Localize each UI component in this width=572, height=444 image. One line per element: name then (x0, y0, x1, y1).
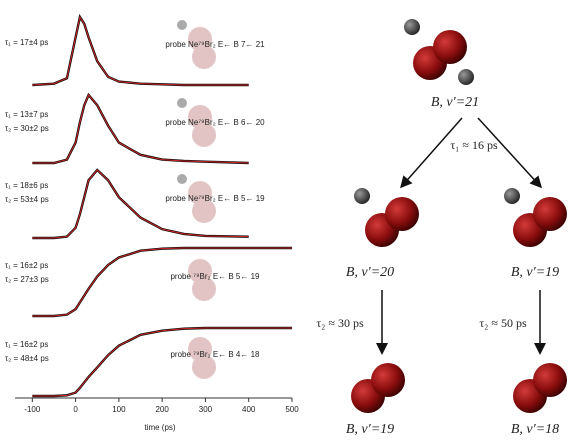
arrow (477, 117, 543, 189)
fit-label: τ₂ = 27±3 ps (5, 275, 49, 284)
neon-atom (504, 188, 520, 204)
arrow (400, 117, 463, 189)
fit-label: τ₂ = 30±2 ps (5, 124, 49, 133)
fit-label: τ₁ = 18±6 ps (5, 181, 48, 190)
data-trace (32, 92, 249, 165)
atom (533, 363, 567, 397)
probe-label: probe Ne⁷⁹Br₂ E← B 6← 20 (165, 118, 265, 127)
state-label: B, v′=21 (431, 95, 479, 110)
state-label: B, v′=19 (511, 265, 559, 280)
fit-curve (32, 15, 249, 86)
fit-label: τ₁ = 16±2 ps (5, 261, 48, 270)
probe-label: probe Ne⁷⁹Br₂ E← B 5← 19 (165, 194, 265, 203)
fit-label: τ₁ = 16±2 ps (5, 340, 48, 349)
data-trace (32, 168, 249, 240)
probe-ne (177, 20, 187, 30)
data-trace (32, 13, 249, 87)
fit-label: τ₁ = 17±4 ps (5, 38, 48, 47)
fit-label: τ₁ = 13±7 ps (5, 110, 48, 119)
probe-bubble (192, 355, 216, 379)
probe-label: probe ⁷⁹Br₂ E← B 4← 18 (170, 350, 260, 359)
x-tick-label: -100 (24, 405, 41, 414)
probe-bubble (192, 45, 216, 69)
atom (385, 197, 419, 231)
atom (533, 197, 567, 231)
probe-bubble (188, 27, 212, 51)
atom (371, 363, 405, 397)
state-label: B, v′=18 (511, 422, 559, 437)
fit-curve (32, 327, 292, 397)
fit-label: τ₂ = 53±4 ps (5, 195, 49, 204)
x-axis-label: time (ps) (144, 423, 175, 432)
data-trace (32, 326, 292, 398)
neon-atom (354, 188, 370, 204)
probe-ne (177, 98, 187, 108)
fit-curve (32, 94, 249, 164)
fit-curve (32, 169, 249, 239)
tau-label: τ₂ ≈ 30 ps (316, 316, 364, 330)
state-label: B, v′=20 (346, 265, 394, 280)
fit-label: τ₂ = 48±4 ps (5, 354, 49, 363)
probe-bubble (188, 259, 212, 283)
x-tick-label: 300 (199, 405, 213, 414)
tau-label: τ₁ ≈ 16 ps (450, 138, 498, 152)
probe-bubble (192, 199, 216, 223)
diagram: B, v′=21 τ₁ ≈ 16 ps B, v′=20 B, v′=19 τ₂… (316, 95, 559, 437)
neon-atom (458, 69, 474, 85)
x-tick-label: 200 (155, 405, 169, 414)
tau-label: τ₂ ≈ 50 ps (479, 316, 527, 330)
state-label: B, v′=19 (346, 422, 394, 437)
atom (433, 30, 467, 64)
data-trace (32, 246, 292, 318)
x-tick-label: 500 (285, 405, 299, 414)
probe-bubble (188, 337, 212, 361)
x-tick-label: 400 (242, 405, 256, 414)
probe-bubble (192, 277, 216, 301)
x-tick-label: 100 (112, 405, 126, 414)
x-tick-label: 0 (73, 405, 78, 414)
probe-label: probe Ne⁷⁹Br₂ E← B 7← 21 (165, 40, 265, 49)
neon-atom (404, 19, 420, 35)
probe-bubble (192, 123, 216, 147)
probe-bubble (188, 181, 212, 205)
probe-label: probe ⁷⁹Br₂ E← B 5← 19 (170, 272, 260, 281)
probe-ne (177, 174, 187, 184)
probe-bubble (188, 105, 212, 129)
fit-curve (32, 247, 292, 317)
